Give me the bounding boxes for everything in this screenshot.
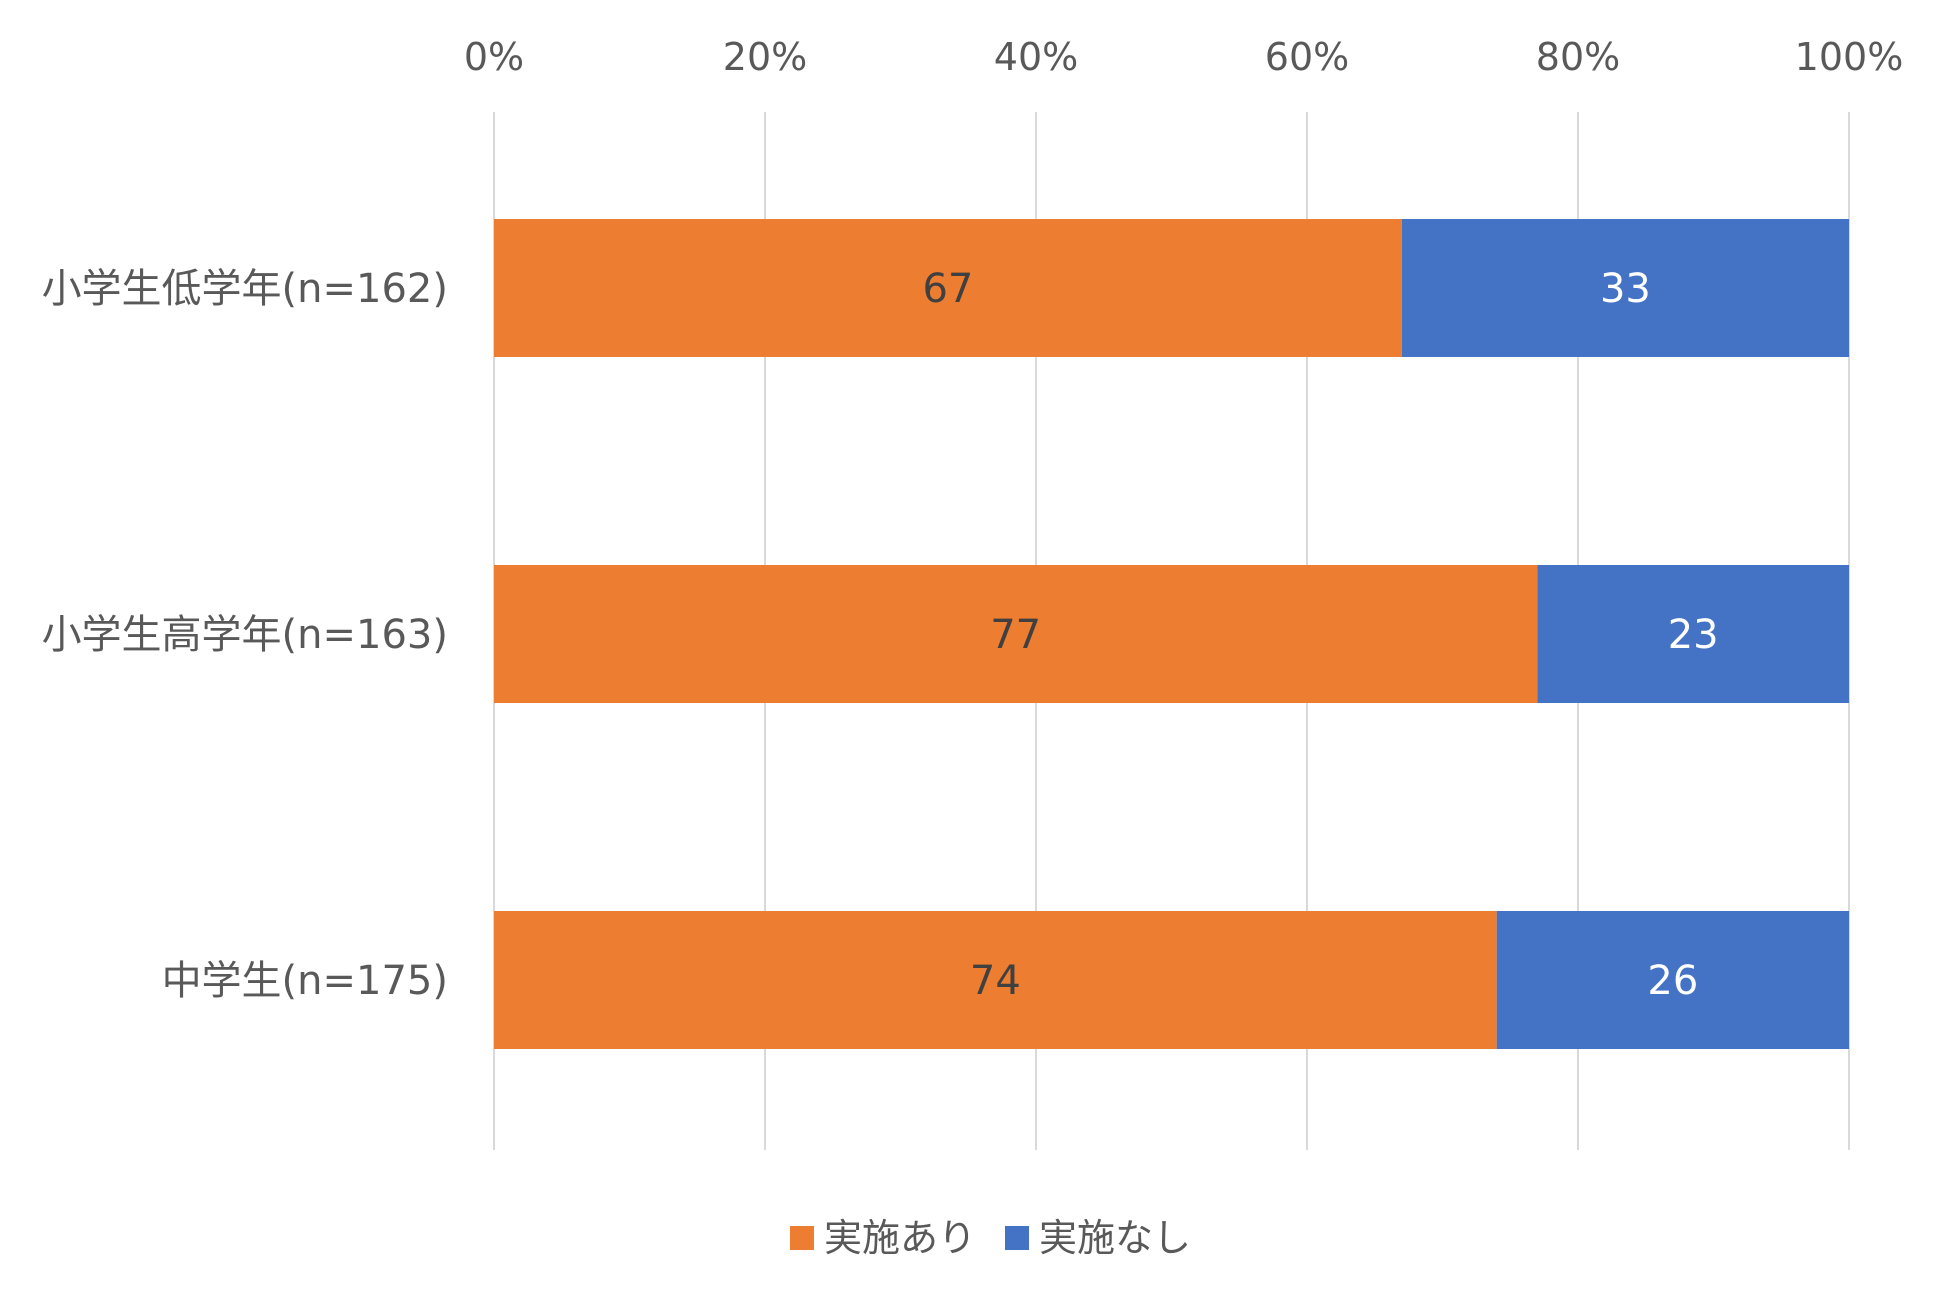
data-label: 74 — [970, 958, 1021, 1004]
legend-label: 実施あり — [824, 1216, 976, 1260]
category-labels: 小学生低学年(n=162) 小学生高学年(n=163) 中学生(n=175) — [42, 266, 448, 1004]
category-label: 小学生低学年(n=162) — [42, 266, 448, 312]
legend-swatch — [790, 1226, 814, 1250]
x-tick-label: 40% — [994, 35, 1078, 79]
category-label: 小学生高学年(n=163) — [42, 612, 448, 658]
legend: 実施あり 実施なし — [790, 1216, 1191, 1260]
bar-segment — [1496, 911, 1849, 1049]
data-label: 33 — [1600, 266, 1651, 312]
bar-segment — [494, 565, 1538, 703]
x-axis-tick-labels: 0% 20% 40% 60% 80% 100% — [464, 35, 1903, 79]
data-label: 77 — [990, 612, 1041, 658]
bar-segment — [1401, 219, 1849, 357]
x-tick-label: 0% — [464, 35, 524, 79]
x-tick-label: 60% — [1265, 35, 1349, 79]
x-tick-label: 20% — [723, 35, 807, 79]
x-tick-label: 80% — [1536, 35, 1620, 79]
bar-segment — [1537, 565, 1849, 703]
bar-segment — [494, 219, 1402, 357]
data-label: 23 — [1668, 612, 1719, 658]
data-label: 26 — [1647, 958, 1698, 1004]
legend-label: 実施なし — [1039, 1216, 1191, 1260]
bars: 67 33 77 23 74 26 — [494, 219, 1849, 1049]
data-label: 67 — [922, 266, 973, 312]
legend-swatch — [1005, 1226, 1029, 1250]
bar-segment — [494, 911, 1497, 1049]
x-tick-label: 100% — [1795, 35, 1904, 79]
category-label: 中学生(n=175) — [162, 958, 448, 1004]
